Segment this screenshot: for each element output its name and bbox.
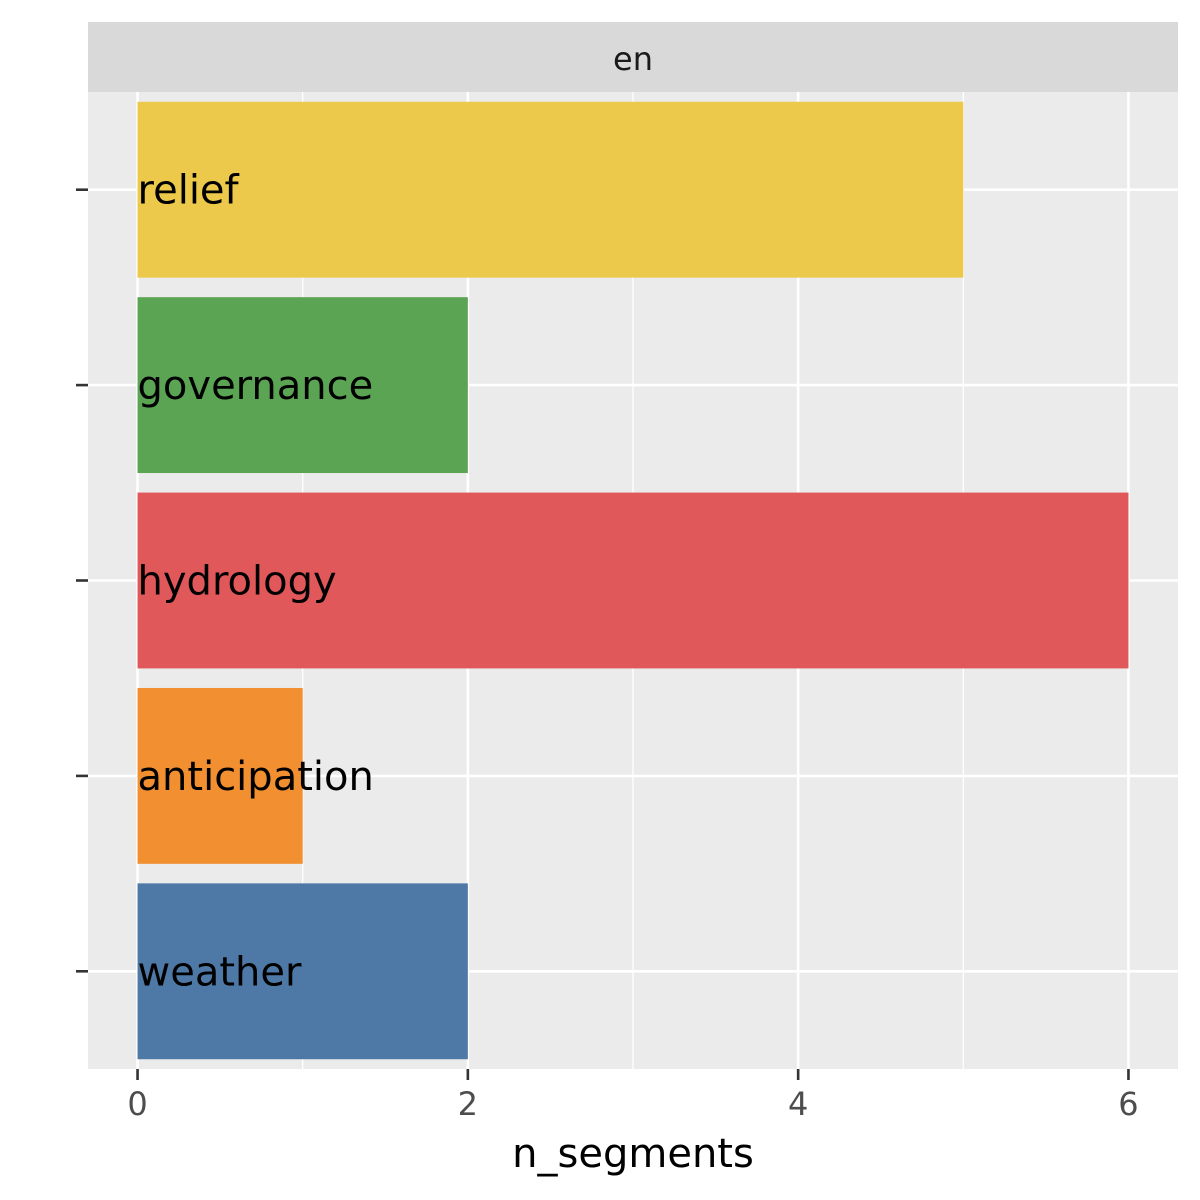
x-tick-label: 4	[788, 1085, 808, 1123]
bar-label-weather: weather	[138, 949, 302, 995]
bar-relief	[137, 101, 964, 278]
bar-weather	[137, 883, 468, 1060]
bar-hydrology	[137, 492, 1129, 669]
facet-strip-label: en	[613, 40, 653, 78]
bar-governance	[137, 297, 468, 474]
bar-anticipation	[137, 687, 303, 864]
y-axis-ticks	[76, 188, 88, 973]
x-tick-label: 2	[458, 1085, 478, 1123]
bar-label-governance: governance	[138, 363, 374, 409]
bar-label-relief: relief	[138, 168, 240, 214]
bar-label-hydrology: hydrology	[138, 559, 337, 605]
x-axis-title: n_segments	[512, 1131, 754, 1177]
x-axis: 0 2 4 6	[127, 1069, 1139, 1123]
strip-background	[88, 22, 1178, 92]
bars	[137, 101, 1129, 1060]
bar-labels: relief governance hydrology anticipation wea…	[138, 168, 374, 996]
bar-label-anticipation: anticipation	[138, 754, 374, 800]
x-tick-label: 0	[127, 1085, 147, 1123]
x-tick-label: 6	[1118, 1085, 1138, 1123]
